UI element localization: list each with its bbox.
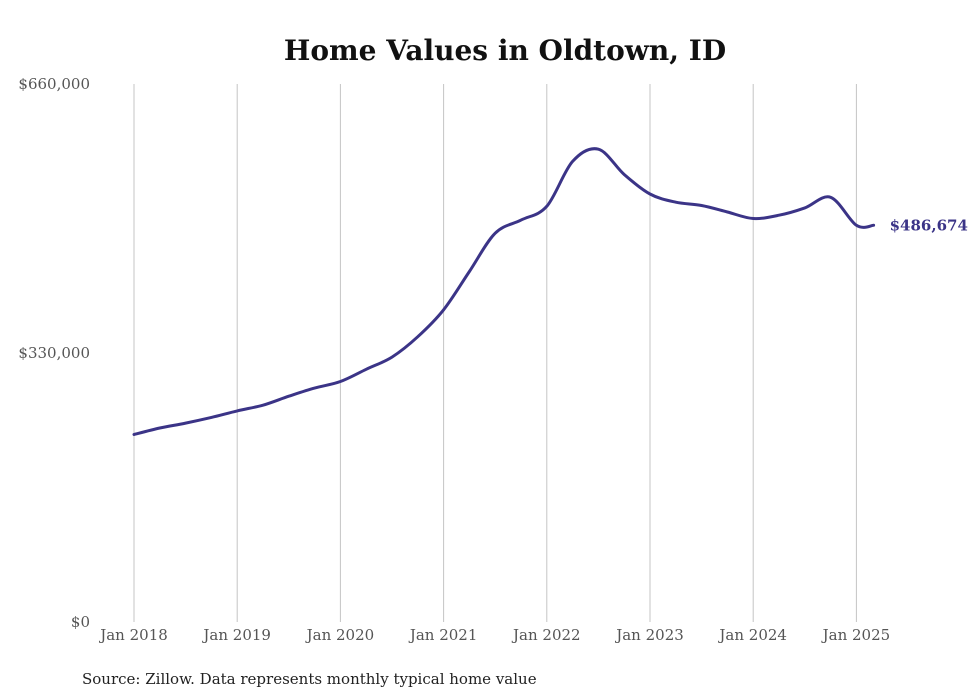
latest-value-label: $486,674 [890,216,968,234]
x-grid-lines [133,84,857,622]
x-tick-label: Jan 2019 [201,626,271,644]
y-tick-label: $330,000 [18,344,90,362]
x-tick-label: Jan 2022 [511,626,581,644]
x-tick-label: Jan 2021 [408,626,478,644]
x-tick-label: Jan 2018 [98,626,168,644]
home-value-line [132,147,876,436]
x-tick-label: Jan 2023 [614,626,684,644]
x-tick-label: Jan 2025 [821,626,891,644]
source-note: Source: Zillow. Data represents monthly … [82,670,537,688]
y-tick-label: $0 [71,613,90,631]
x-tick-label: Jan 2020 [305,626,375,644]
chart-title: Home Values in Oldtown, ID [284,34,726,67]
x-tick-label: Jan 2024 [717,626,787,644]
y-axis-tick-labels: $0 $330,000 $660,000 [18,75,90,631]
y-tick-label: $660,000 [18,75,90,93]
x-axis-tick-labels: Jan 2018 Jan 2019 Jan 2020 Jan 2021 Jan 2022… [98,626,890,644]
